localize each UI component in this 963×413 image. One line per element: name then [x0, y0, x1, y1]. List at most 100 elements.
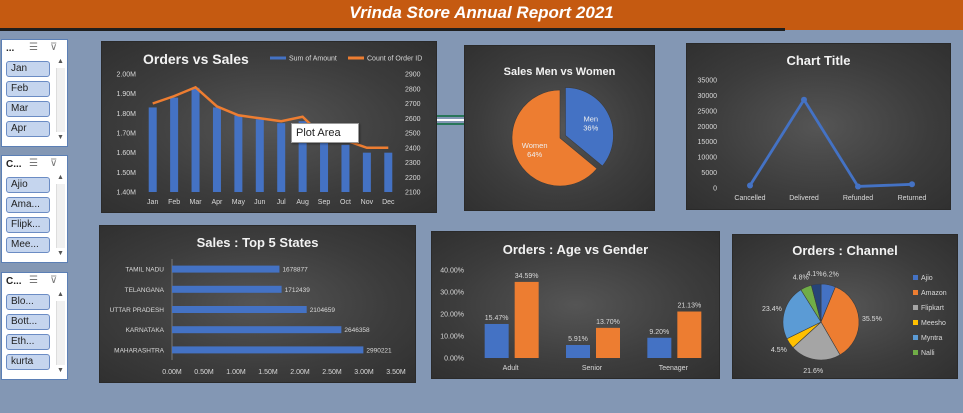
slicer-scrollbar[interactable]	[56, 68, 65, 132]
multi-select-icon[interactable]: ☰	[29, 275, 38, 286]
pie-percent-label: 36%	[583, 124, 598, 133]
legend-swatch	[913, 275, 918, 280]
y-axis-tick: 5000	[701, 170, 717, 177]
age-group-label: Teenager	[659, 365, 689, 372]
chart-title: Sales : Top 5 States	[196, 235, 319, 250]
slicer-item[interactable]: Mar	[6, 101, 50, 117]
month-tick-label: Aug	[296, 199, 309, 206]
category-slicer[interactable]: C... ☰ ⊽ Blo... Bott... Eth... kurta ▲ ▼	[1, 272, 68, 380]
y-axis-tick: 30000	[698, 93, 718, 100]
channel-chart[interactable]: Orders : Channel 6.2% 35.5% 21.6% 4.5% 23.4%…	[732, 234, 958, 379]
month-tick-label: Jul	[277, 199, 286, 206]
slicer-item[interactable]: Eth...	[6, 334, 50, 350]
state-bar	[172, 265, 280, 273]
legend-swatch	[913, 335, 918, 340]
scroll-up-arrow[interactable]: ▲	[57, 174, 64, 181]
slicer-title: C...	[6, 276, 22, 287]
slicer-item[interactable]: Ajio	[6, 177, 50, 193]
channel-percent-label: 4.1%	[806, 271, 822, 278]
state-label: TAMIL NADU	[125, 267, 164, 274]
right-axis-tick: 2100	[405, 190, 421, 197]
slicer-item[interactable]: Blo...	[6, 294, 50, 310]
bar-value-label: 21.13%	[677, 303, 701, 310]
legend-swatch	[913, 305, 918, 310]
legend-label: Myntra	[921, 335, 943, 342]
sales-bar	[170, 97, 179, 192]
slicer-item[interactable]: Apr	[6, 121, 50, 137]
bar-value-label: 34.59%	[515, 273, 539, 280]
slicer-item[interactable]: Flipk...	[6, 217, 50, 233]
multi-select-icon[interactable]: ☰	[29, 158, 38, 169]
y-axis-tick: 20000	[698, 124, 718, 131]
sales-bar	[320, 140, 329, 192]
sales-bar	[234, 115, 243, 192]
scroll-up-arrow[interactable]: ▲	[57, 291, 64, 298]
legend-swatch	[913, 290, 918, 295]
scroll-down-arrow[interactable]: ▼	[57, 250, 64, 257]
age-gender-chart[interactable]: Orders : Age vs Gender 40.00% 30.00% 20.00…	[431, 231, 720, 379]
age-gender-bar	[647, 337, 672, 358]
clear-filter-icon[interactable]: ⊽	[50, 275, 58, 286]
slicer-scrollbar[interactable]	[56, 301, 65, 365]
slicer-item[interactable]: Mee...	[6, 237, 50, 253]
right-axis-tick: 2200	[405, 175, 421, 182]
state-value-label: 2104659	[310, 307, 336, 314]
right-axis-tick: 2900	[405, 72, 421, 79]
top-states-chart[interactable]: Sales : Top 5 States TAMIL NADU 1678877 TE…	[99, 225, 416, 383]
chart-title: Orders : Age vs Gender	[502, 242, 649, 257]
sales-bar	[341, 144, 350, 192]
channel-percent-label: 35.5%	[862, 316, 882, 323]
y-axis-tick: 40.00%	[440, 268, 464, 275]
slicer-item[interactable]: Bott...	[6, 314, 50, 330]
y-axis-tick: 35000	[698, 78, 718, 85]
men-women-chart[interactable]: Sales Men vs Women Men 36% Women 64%	[464, 45, 655, 211]
slicer-item[interactable]: Jan	[6, 61, 50, 77]
sales-bar	[298, 121, 307, 192]
orders-vs-sales-chart[interactable]: Orders vs Sales 2.00M 1.90M 1.80M 1.70M 1.60…	[101, 41, 437, 213]
slicer-item[interactable]: kurta	[6, 354, 50, 370]
category-tick-label: Returned	[898, 195, 927, 202]
status-point	[855, 183, 861, 190]
right-axis-tick: 2600	[405, 116, 421, 123]
pie-slice	[511, 89, 598, 187]
clear-filter-icon[interactable]: ⊽	[50, 42, 58, 53]
multi-select-icon[interactable]: ☰	[29, 42, 38, 53]
age-group-label: Senior	[582, 365, 603, 372]
order-status-chart[interactable]: Chart Title 35000 30000 25000 20000 15000 100…	[686, 43, 951, 210]
category-tick-label: Cancelled	[734, 195, 765, 202]
clear-filter-icon[interactable]: ⊽	[50, 158, 58, 169]
left-axis-tick: 1.60M	[117, 150, 137, 157]
status-point	[909, 181, 915, 188]
chart-title: Chart Title	[786, 53, 851, 68]
channel-slicer[interactable]: C... ☰ ⊽ Ajio Ama... Flipk... Mee... ▲ ▼	[1, 155, 68, 263]
pie-percent-label: 64%	[527, 150, 542, 159]
sales-bar	[255, 119, 264, 192]
age-gender-plot: 40.00% 30.00% 20.00% 10.00% 0.00% 15.47% 34.59…	[440, 268, 702, 372]
y-axis-tick: 20.00%	[440, 312, 464, 319]
right-axis-tick: 2300	[405, 160, 421, 167]
scroll-down-arrow[interactable]: ▼	[57, 134, 64, 141]
y-axis-tick: 10.00%	[440, 334, 464, 341]
scroll-up-arrow[interactable]: ▲	[57, 58, 64, 65]
y-axis-tick: 30.00%	[440, 290, 464, 297]
sales-bar	[384, 152, 393, 192]
slicer-scrollbar[interactable]	[56, 184, 65, 248]
pie-slice	[565, 87, 614, 167]
slicer-item[interactable]: Ama...	[6, 197, 50, 213]
month-tick-label: Mar	[190, 199, 203, 206]
status-plot: 35000 30000 25000 20000 15000 10000 5000 0 Cance…	[698, 78, 927, 203]
month-tick-label: Nov	[361, 199, 374, 206]
right-axis-tick: 2800	[405, 86, 421, 93]
month-slicer[interactable]: ... ☰ ⊽ Jan Feb Mar Apr ▲ ▼	[1, 39, 68, 147]
bar-value-label: 15.47%	[485, 315, 509, 322]
month-tick-label: Apr	[212, 199, 224, 206]
state-bar	[172, 306, 307, 313]
slicer-item[interactable]: Feb	[6, 81, 50, 97]
state-label: UTTAR PRADESH	[110, 307, 165, 314]
scroll-down-arrow[interactable]: ▼	[57, 367, 64, 374]
right-axis-tick: 2700	[405, 101, 421, 108]
channel-plot: 6.2% 35.5% 21.6% 4.5% 23.4% 4.8%4.1% Ajio Amazo…	[762, 271, 947, 375]
header-divider	[0, 28, 785, 31]
top-states-plot: TAMIL NADU 1678877 TELANGANA 1712439 UTTAR P…	[110, 259, 406, 376]
state-value-label: 1712439	[285, 287, 311, 294]
